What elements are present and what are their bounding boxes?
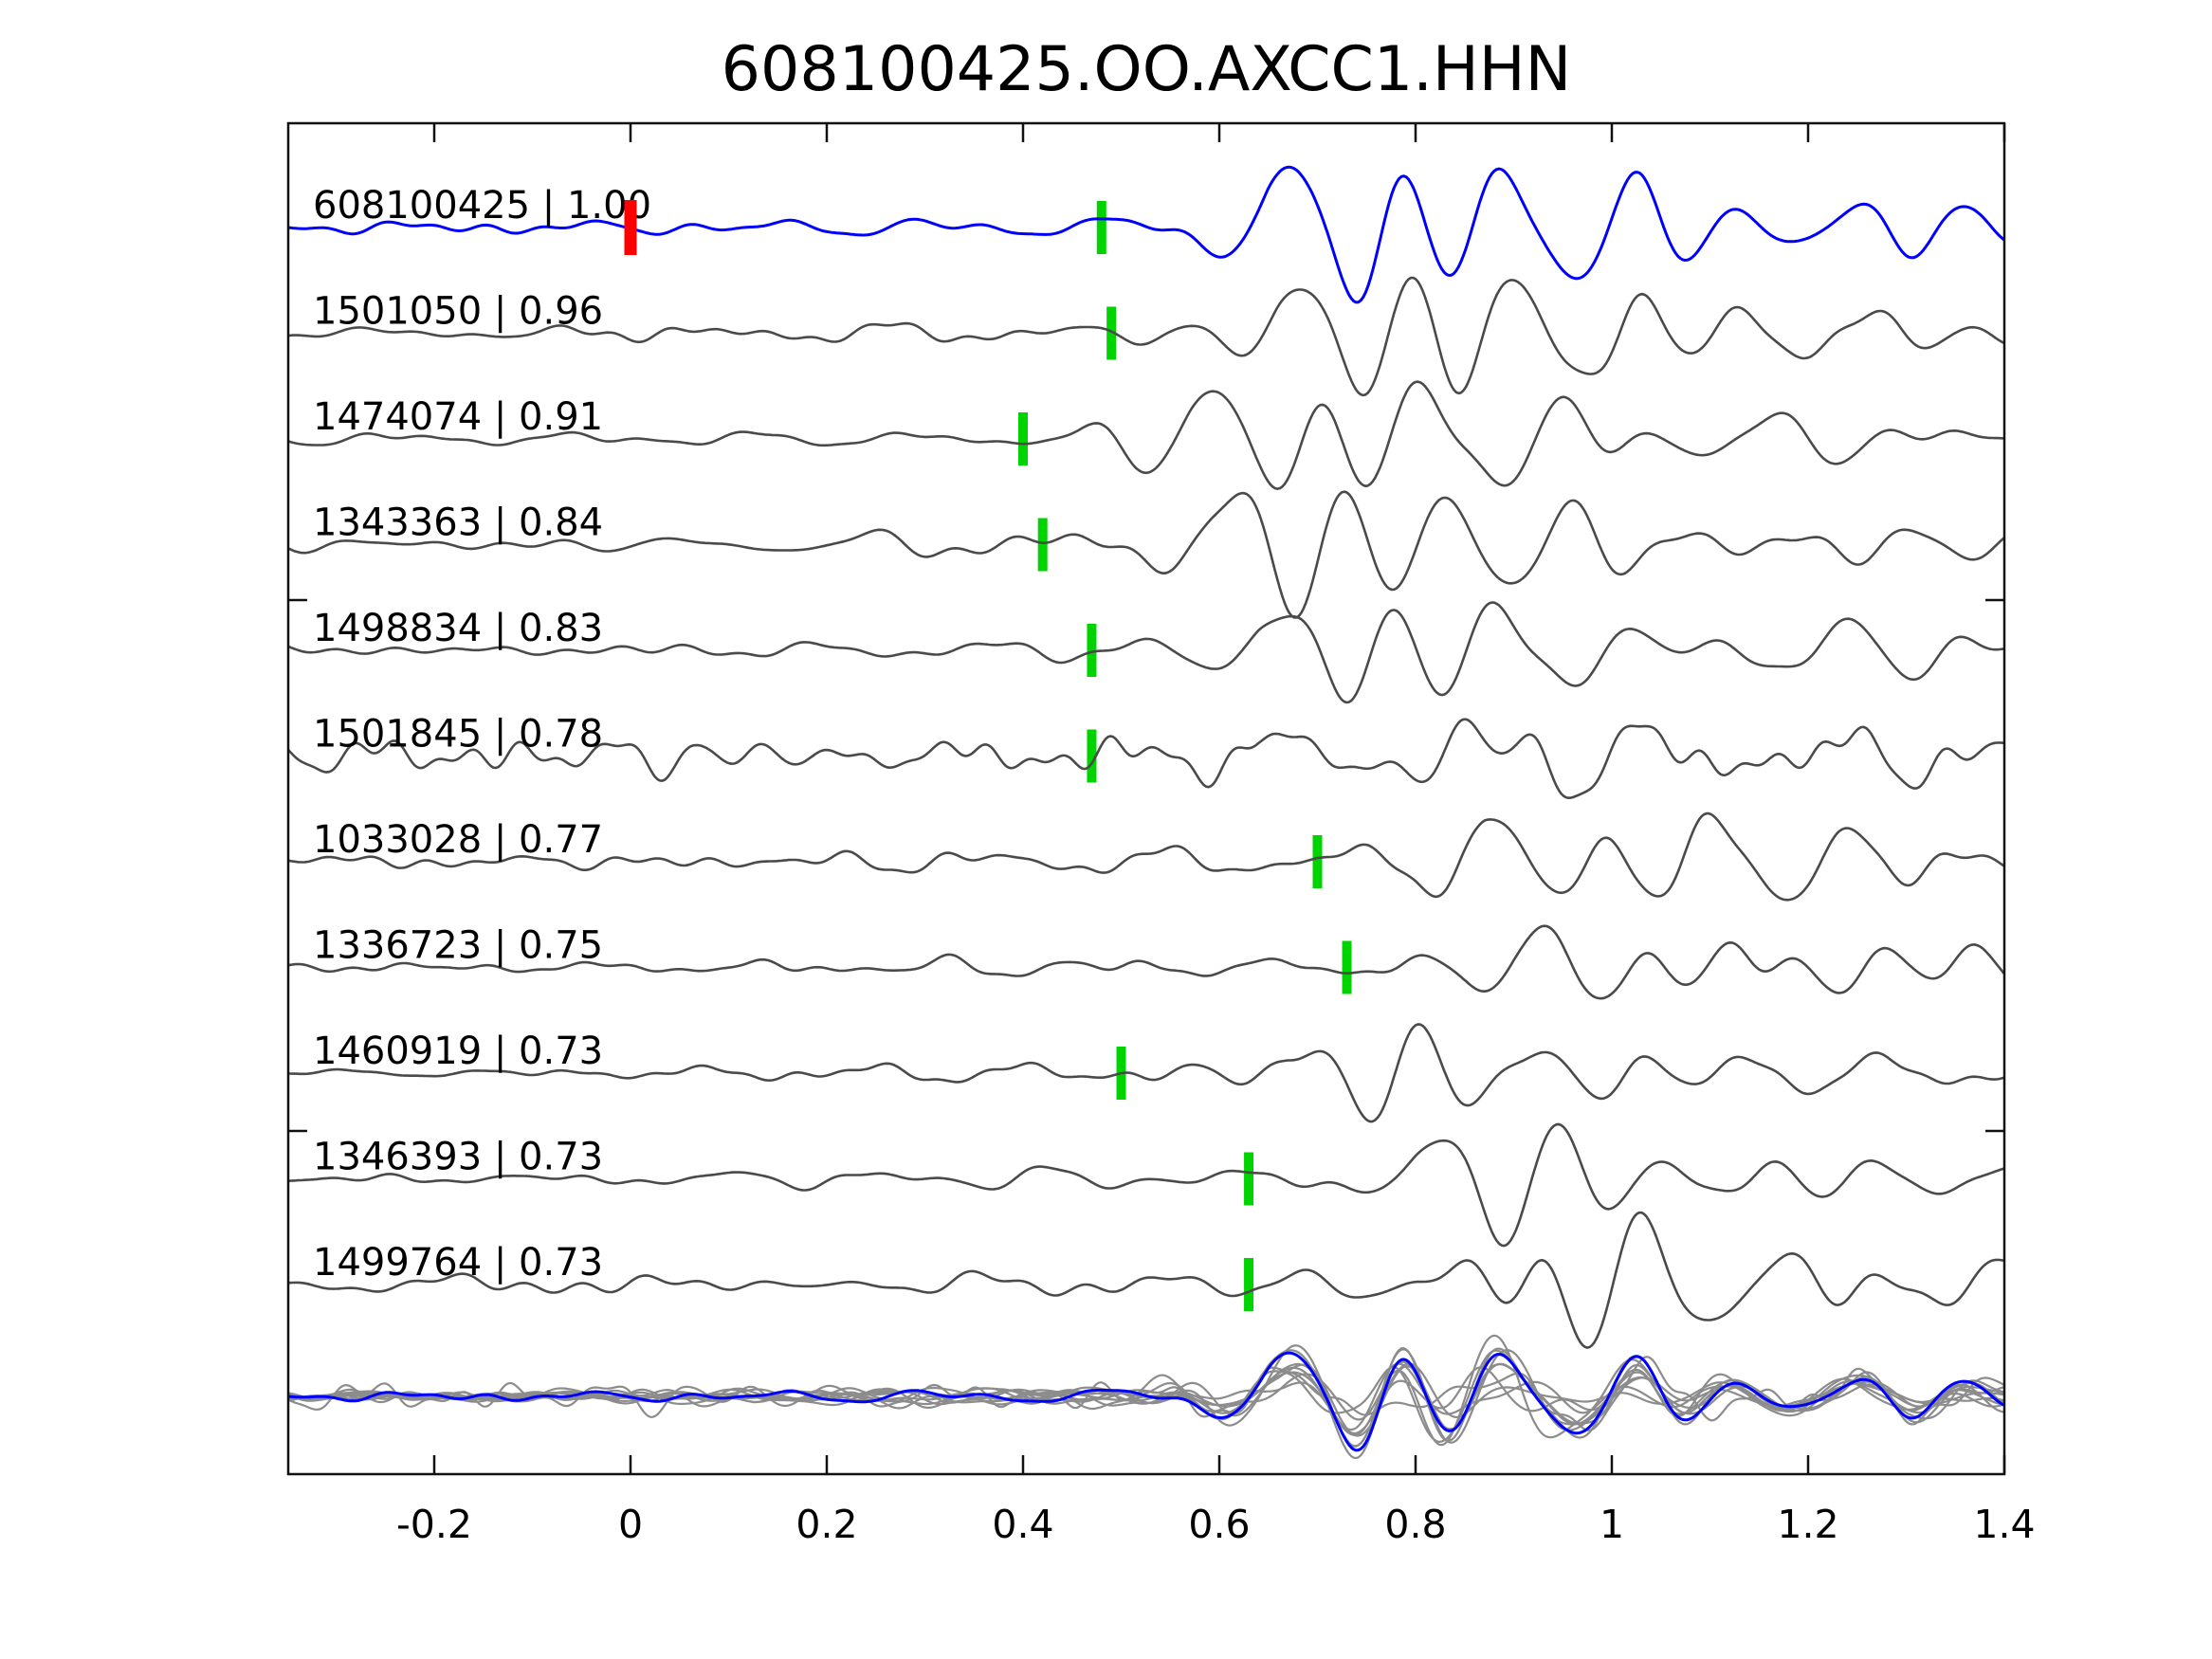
plot-border (286, 121, 2006, 1476)
pick-marker (1312, 835, 1323, 888)
waveforms (288, 165, 2004, 1460)
x-tick-label: 0 (618, 1502, 643, 1547)
x-tick-label: 0.8 (1384, 1502, 1446, 1547)
pick-marker (1342, 940, 1352, 994)
template-waveform (288, 165, 2004, 304)
pick-marker (1106, 306, 1117, 360)
detection-waveform (288, 1211, 2004, 1349)
overlay-template-waveform (288, 1351, 2004, 1452)
trace-label: 1343363 | 0.84 (313, 501, 603, 545)
plot-title: 608100425.OO.AXCC1.HHN (722, 34, 1572, 105)
detection-waveform (288, 718, 2004, 799)
pick-marker (1018, 412, 1028, 465)
trace-label: 1033028 | 0.77 (313, 818, 603, 862)
trace-labels: 608100425 | 1.00 1501050 | 0.96 1474074 | … (313, 184, 651, 1285)
detection-waveform (288, 1122, 2004, 1248)
detection-waveform (288, 811, 2004, 902)
trace-label: 1336723 | 0.75 (313, 924, 603, 968)
origin-marker-layer (624, 200, 637, 255)
x-tick-label: 1.2 (1777, 1502, 1838, 1547)
trace-label: 1501845 | 0.78 (313, 713, 603, 757)
x-tick-label: 0.4 (992, 1502, 1053, 1547)
detection-waveform (288, 276, 2004, 397)
detection-waveform (288, 380, 2004, 490)
overlay-detection-waveform (288, 1348, 2004, 1448)
trace-label: 1474074 | 0.91 (313, 395, 603, 439)
pick-marker (1037, 518, 1048, 572)
pick-marker (1244, 1152, 1254, 1206)
trace-label: 1498834 | 0.83 (313, 607, 603, 650)
detection-waveform (288, 490, 2004, 619)
x-tick-label: -0.2 (396, 1502, 472, 1547)
trace-label: 1346393 | 0.73 (313, 1136, 603, 1179)
pick-markers (1018, 201, 1352, 1311)
pick-marker (1096, 201, 1106, 254)
x-tick-label: 0.2 (795, 1502, 857, 1547)
trace-label: 608100425 | 1.00 (313, 184, 651, 228)
detection-waveform (288, 924, 2004, 1000)
x-tick-labels: -0.2 0 0.2 0.4 0.6 0.8 1 1.2 1.4 (396, 1502, 2036, 1547)
trace-label: 1460919 | 0.73 (313, 1030, 603, 1073)
x-tick-label: 0.6 (1188, 1502, 1250, 1547)
detection-waveform (288, 1023, 2004, 1123)
trace-label: 1499764 | 0.73 (313, 1241, 603, 1285)
x-tick-label: 1.4 (1973, 1502, 2035, 1547)
pick-marker (1244, 1258, 1254, 1311)
axis-ticks (288, 123, 2006, 1474)
trace-label: 1501050 | 0.96 (313, 290, 603, 334)
origin-marker (624, 200, 637, 255)
overlay-detection-waveform (288, 1356, 2004, 1431)
x-tick-label: 1 (1600, 1502, 1624, 1547)
detection-waveform (288, 601, 2004, 704)
pick-marker (1087, 729, 1097, 783)
pick-marker (1087, 624, 1097, 677)
overlay-detection-waveform (288, 1362, 2004, 1434)
